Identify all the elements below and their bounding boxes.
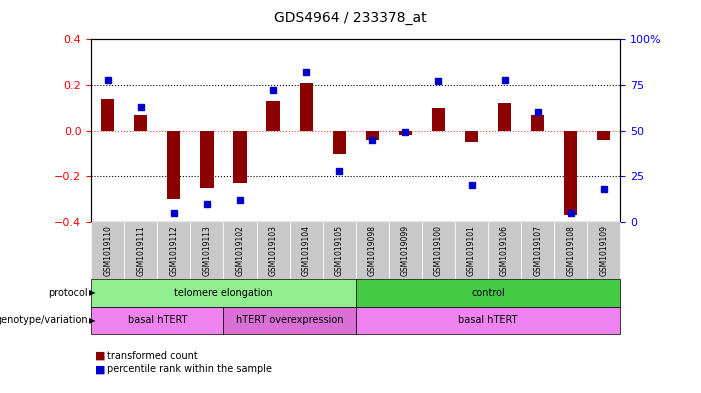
Text: GSM1019104: GSM1019104 <box>301 225 311 276</box>
Bar <box>134 115 147 130</box>
Text: hTERT overexpression: hTERT overexpression <box>236 315 343 325</box>
Bar <box>465 130 478 142</box>
Text: GSM1019106: GSM1019106 <box>500 225 509 276</box>
Text: GSM1019102: GSM1019102 <box>236 225 245 276</box>
Text: GSM1019098: GSM1019098 <box>368 225 377 276</box>
Bar <box>564 130 578 215</box>
Text: protocol: protocol <box>48 288 88 298</box>
Text: genotype/variation: genotype/variation <box>0 315 88 325</box>
Bar <box>498 103 511 130</box>
Text: GSM1019112: GSM1019112 <box>170 225 178 276</box>
Bar <box>168 130 180 199</box>
Text: GSM1019108: GSM1019108 <box>566 225 576 276</box>
Text: ▶: ▶ <box>89 288 95 297</box>
Bar <box>366 130 379 140</box>
Text: basal hTERT: basal hTERT <box>458 315 518 325</box>
Text: ■: ■ <box>95 364 105 375</box>
Text: transformed count: transformed count <box>107 351 197 361</box>
Text: GSM1019099: GSM1019099 <box>401 225 410 276</box>
Bar <box>531 115 544 130</box>
Text: GSM1019101: GSM1019101 <box>467 225 476 276</box>
Text: basal hTERT: basal hTERT <box>128 315 187 325</box>
Bar <box>399 130 412 135</box>
Text: control: control <box>471 288 505 298</box>
Text: GDS4964 / 233378_at: GDS4964 / 233378_at <box>274 11 427 25</box>
Text: GSM1019105: GSM1019105 <box>334 225 343 276</box>
Text: GSM1019100: GSM1019100 <box>434 225 443 276</box>
Bar <box>101 99 114 130</box>
Text: GSM1019103: GSM1019103 <box>268 225 278 276</box>
Text: GSM1019110: GSM1019110 <box>103 225 112 276</box>
Bar <box>299 83 313 130</box>
Text: GSM1019107: GSM1019107 <box>533 225 542 276</box>
Text: ■: ■ <box>95 351 105 361</box>
Bar <box>233 130 247 183</box>
Text: ▶: ▶ <box>89 316 95 325</box>
Bar <box>200 130 214 188</box>
Text: GSM1019113: GSM1019113 <box>203 225 212 276</box>
Text: percentile rank within the sample: percentile rank within the sample <box>107 364 271 375</box>
Bar <box>432 108 445 130</box>
Text: telomere elongation: telomere elongation <box>174 288 273 298</box>
Bar <box>332 130 346 154</box>
Bar <box>266 101 280 130</box>
Text: GSM1019109: GSM1019109 <box>599 225 608 276</box>
Text: GSM1019111: GSM1019111 <box>136 225 145 276</box>
Bar <box>597 130 611 140</box>
